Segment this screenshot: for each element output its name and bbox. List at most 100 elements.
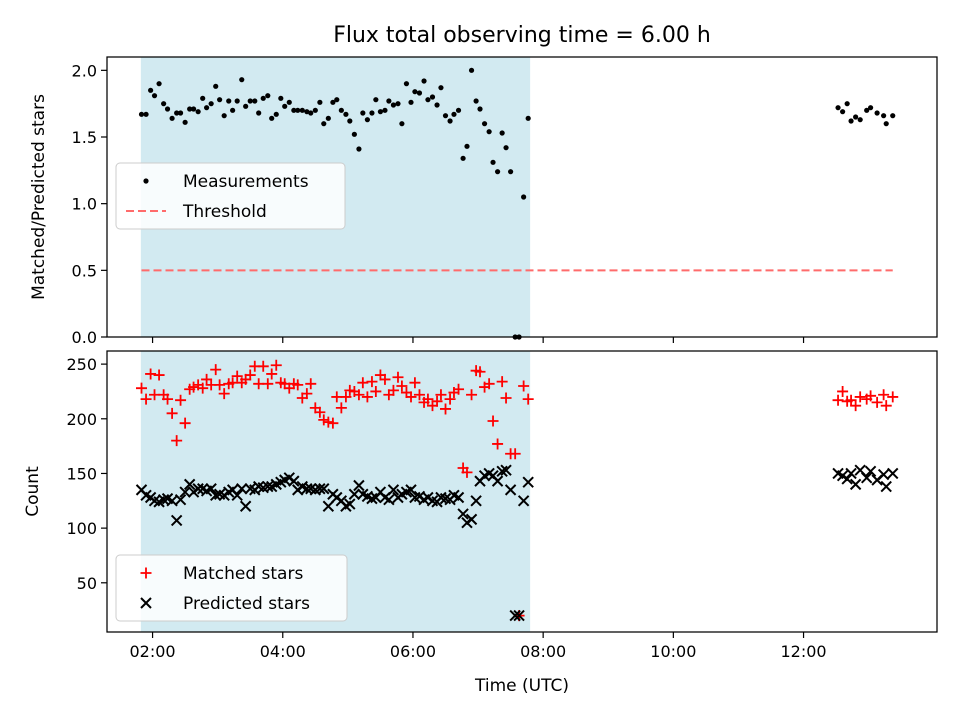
measurement-point [408, 99, 414, 105]
measurement-point [425, 97, 431, 103]
predicted-star-point [387, 484, 400, 496]
matched-star-point [880, 400, 892, 412]
y-tick-label: 100 [66, 519, 97, 538]
measurement-point [187, 106, 193, 112]
measurement-point [260, 95, 266, 101]
predicted-star-point [880, 480, 892, 493]
measurement-point [429, 94, 436, 100]
matched-star-point [197, 382, 209, 394]
measurement-point [190, 106, 197, 112]
measurement-point [412, 89, 418, 95]
measurement-point [434, 102, 440, 108]
y-tick-label: 200 [66, 410, 97, 429]
matched-star-point [396, 380, 408, 392]
measurement-point [334, 97, 340, 103]
matched-star-point [522, 393, 534, 405]
measurement-point [390, 102, 397, 108]
y-tick-label: 50 [77, 574, 97, 593]
matched-star-point [379, 373, 391, 385]
predicted-star-point [179, 486, 191, 498]
x-tick-label: 06:00 [390, 642, 436, 661]
matched-star-point [865, 390, 877, 402]
matched-star-point [335, 402, 347, 414]
x-tick-label: 12:00 [780, 642, 826, 661]
measurement-point [143, 111, 149, 117]
measurement-point [377, 109, 384, 115]
bottom-panel: 02:00 04:00 06:00 08:00 10:00 12:00 50 100 150 2… [23, 350, 938, 696]
matched-star-point [500, 392, 512, 404]
matched-star-point [262, 378, 274, 390]
predicted-star-point [509, 609, 521, 622]
matched-star-point [171, 435, 183, 447]
matched-star-point [140, 393, 152, 405]
measurement-point [481, 121, 488, 127]
measurement-point [890, 113, 896, 119]
bottom-axes-frame [106, 350, 938, 633]
predicted-star-point [457, 508, 469, 520]
measurement-point [521, 194, 527, 200]
measurement-point [460, 155, 466, 161]
predicted-star-point [353, 479, 365, 492]
measurement-point [464, 143, 470, 149]
measurement-point [217, 97, 223, 103]
matched-star-point [496, 376, 508, 388]
y-tick-label: 0.5 [72, 261, 97, 280]
y-tick-label: 250 [66, 355, 97, 374]
measurement-point [148, 87, 154, 93]
predicted-star-point [887, 467, 899, 480]
measurement-point [473, 98, 479, 104]
y-tick-label: 0.0 [72, 328, 97, 347]
matched-star-point [340, 391, 352, 403]
predicted-star-point [288, 475, 300, 487]
matched-star-point [440, 403, 452, 415]
matched-star-point [244, 369, 256, 381]
matched-star-point [413, 389, 425, 401]
matched-star-point [214, 379, 226, 391]
bottom-y-ticks: 50 100 150 200 250 [66, 355, 107, 593]
measurement-point [226, 98, 232, 104]
measurement-point [317, 99, 323, 105]
matched-star-point [509, 448, 521, 460]
measurement-point [356, 146, 362, 152]
predicted-star-point [405, 484, 417, 496]
predicted-star-point [170, 514, 183, 527]
measurement-point [360, 110, 366, 116]
matched-star-point [370, 385, 382, 397]
measurement-point [286, 99, 292, 105]
measurement-point [486, 129, 492, 135]
predicted-star-point [517, 495, 530, 507]
measurement-point [874, 110, 880, 116]
matched-star-point [492, 438, 504, 450]
predicted-star-point [841, 473, 853, 485]
top-axes-frame [106, 56, 938, 338]
matched-star-point [878, 389, 890, 401]
measurement-point [230, 107, 236, 113]
matched-star-point [166, 407, 178, 419]
matched-star-point [387, 384, 399, 396]
measurement-point [451, 111, 457, 117]
measurement-point [490, 159, 496, 165]
measurement-point [494, 169, 501, 175]
measurement-point [312, 107, 318, 113]
bottom-y-axis-label: Count [23, 466, 43, 517]
x-tick-label: 02:00 [130, 642, 176, 661]
predicted-star-point [344, 498, 356, 510]
matched-star-point [257, 360, 269, 372]
predicted-star-point [239, 500, 252, 512]
matched-star-point [314, 406, 326, 418]
matched-star-point [871, 396, 883, 408]
matched-star-point [136, 382, 148, 394]
matched-star-point [218, 388, 230, 400]
measurement-point [213, 83, 219, 89]
matched-star-point [453, 383, 465, 395]
predicted-star-point [205, 483, 217, 495]
y-tick-label: 150 [66, 464, 97, 483]
predicted-star-point [383, 493, 395, 506]
top-y-axis-label: Matched/Predicted stars [29, 94, 49, 300]
measurement-point [343, 111, 349, 117]
predicted-star-point [860, 472, 873, 484]
predicted-star-point [504, 484, 517, 496]
predicted-star-point [262, 480, 274, 493]
matched-star-point [366, 376, 378, 388]
matched-star-point [361, 391, 373, 403]
